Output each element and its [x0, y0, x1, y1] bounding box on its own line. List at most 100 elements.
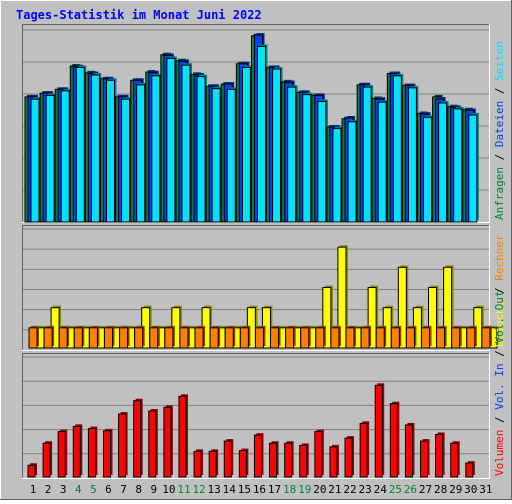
middle-bar-sites	[224, 327, 234, 349]
middle-bar-sites	[300, 327, 310, 349]
legend-bot-item-2: Vol. In	[493, 363, 506, 409]
panel-bottom	[22, 353, 490, 479]
middle-bar-sites	[315, 327, 325, 349]
top-bar-pages	[45, 94, 55, 223]
middle-bar-visits	[337, 246, 347, 349]
bottom-bar-volume	[359, 422, 368, 478]
top-bar-pages	[151, 75, 161, 223]
legend-top-item-1: /	[493, 147, 506, 167]
bottom-bar-volume	[42, 442, 51, 478]
x-tick-label: 10	[162, 483, 175, 496]
top-bar-pages	[272, 68, 282, 223]
middle-bar-visits	[367, 287, 377, 349]
middle-bar-visits	[443, 266, 453, 349]
middle-bar-sites	[466, 327, 476, 349]
bottom-bar-volume	[299, 444, 308, 478]
middle-bar-sites	[149, 327, 159, 349]
x-tick-label: 5	[90, 483, 97, 496]
middle-bar-sites	[330, 327, 340, 349]
legend-mid-item-1: /	[493, 281, 506, 301]
chart-title: Tages-Statistik im Monat Juni 2022	[16, 8, 262, 22]
top-bar-pages	[105, 79, 115, 223]
bottom-bar-volume	[208, 450, 217, 478]
bottom-bar-volume	[87, 428, 96, 478]
middle-bar-sites	[239, 327, 249, 349]
x-tick-label: 12	[192, 483, 205, 496]
legend-top-item-2: Dateien	[493, 101, 506, 147]
x-tick-label: 29	[449, 483, 462, 496]
top-bar-pages	[453, 108, 463, 223]
legend-top-item-4: Seiten	[493, 41, 506, 81]
bottom-bar-volume	[269, 442, 278, 478]
middle-bar-sites	[270, 327, 280, 349]
bottom-bar-volume	[178, 395, 187, 478]
x-tick-label: 24	[374, 483, 388, 496]
x-tick-label: 16	[253, 483, 266, 496]
bottom-bar-volume	[465, 462, 474, 478]
top-bar-pages	[423, 116, 433, 223]
middle-bar-sites	[285, 327, 295, 349]
x-tick-label: 7	[120, 483, 127, 496]
bottom-bar-volume	[253, 434, 262, 478]
x-tick-label: 18	[283, 483, 296, 496]
x-tick-label: 23	[359, 483, 372, 496]
legend-top: Anfragen / Dateien / Seiten	[493, 41, 506, 220]
bottom-bar-volume	[223, 440, 232, 478]
top-bar-pages	[392, 75, 402, 223]
top-bar-pages	[256, 45, 266, 223]
panel-top	[22, 24, 490, 223]
top-bar-pages	[121, 98, 131, 223]
middle-bar-sites	[254, 327, 264, 349]
bottom-bar-volume	[193, 450, 202, 478]
x-tick-label: 19	[298, 483, 311, 496]
legend-mid: Besuche / Rechner	[493, 234, 506, 347]
top-bar-pages	[90, 74, 100, 223]
x-tick-label: 28	[434, 483, 447, 496]
x-tick-label: 3	[60, 483, 67, 496]
legend-top-item-3: /	[493, 81, 506, 101]
middle-bar-sites	[119, 327, 129, 349]
x-tick-label: 26	[404, 483, 417, 496]
middle-bar-sites	[436, 327, 446, 349]
middle-bar-sites	[209, 327, 219, 349]
middle-bar-sites	[43, 327, 53, 349]
x-tick-label: 2	[45, 483, 52, 496]
x-tick-label: 22	[343, 483, 356, 496]
middle-bar-sites	[405, 327, 415, 349]
bottom-bar-volume	[435, 433, 444, 478]
x-tick-label: 17	[268, 483, 281, 496]
bottom-bar-volume	[163, 406, 172, 478]
middle-bar-sites	[28, 327, 38, 349]
middle-bar-sites	[88, 327, 98, 349]
bottom-bar-volume	[389, 403, 398, 478]
x-tick-label: 4	[75, 483, 82, 496]
middle-bar-sites	[73, 327, 83, 349]
x-tick-label: 13	[208, 483, 221, 496]
top-bar-pages	[30, 98, 40, 223]
bottom-bar-volume	[148, 410, 157, 478]
middle-bar-visits	[322, 287, 332, 349]
top-bar-pages	[407, 87, 417, 223]
x-tick-label: 20	[313, 483, 326, 496]
bottom-bar-volume	[344, 437, 353, 478]
legend-bot: Volumen / Vol. In / Vol. Out	[493, 291, 506, 476]
top-bar-pages	[136, 84, 146, 223]
top-bar-pages	[181, 64, 191, 223]
top-bar-pages	[317, 100, 327, 223]
bottom-bar-volume	[284, 442, 293, 478]
bottom-bar-volume	[404, 424, 413, 478]
top-bar-pages	[332, 128, 342, 223]
bottom-bar-volume	[118, 413, 127, 478]
legend-mid-item-2: Rechner	[493, 234, 506, 281]
x-tick-label: 27	[419, 483, 432, 496]
bottom-bar-volume	[314, 431, 323, 478]
x-tick-label: 21	[328, 483, 341, 496]
top-bar-pages	[196, 76, 206, 223]
legend-bot-item-4: Vol. Out	[493, 291, 506, 344]
panel-middle	[22, 225, 499, 351]
bottom-bar-volume	[57, 431, 66, 478]
legend-bot-item-1: /	[493, 410, 506, 430]
top-bar-pages	[226, 88, 236, 223]
middle-bar-sites	[345, 327, 355, 349]
bottom-bar-volume	[420, 440, 429, 478]
